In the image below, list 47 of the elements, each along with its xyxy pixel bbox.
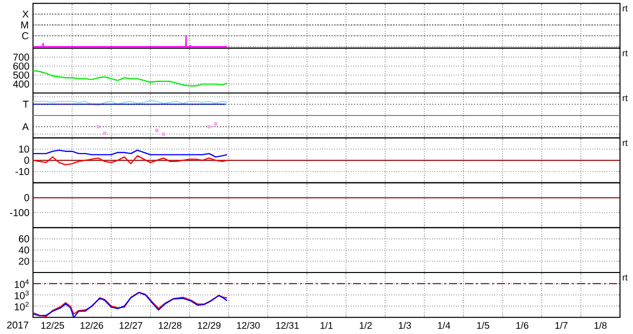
x-tick-label: 1/7 (555, 322, 568, 329)
text: rt (622, 95, 628, 101)
y-tick-label: 40 (18, 246, 30, 254)
text: rt (622, 140, 628, 146)
text: X (22, 10, 29, 18)
y-tick-label: 10$^{2}$ (14, 302, 29, 310)
text: C (22, 32, 28, 40)
x-axis-title: 2017 (7, 321, 28, 328)
x-tick-label: 12/28 (158, 322, 182, 329)
y-tick-label: 500 (13, 71, 30, 78)
point (214, 122, 218, 126)
y-tick-label: 10$^{3}$ (14, 290, 29, 300)
x-tick-label: 12/29 (198, 322, 220, 329)
x-tick-label: 12/26 (80, 322, 104, 329)
point (207, 124, 211, 128)
x-tick-label: 1/4 (438, 322, 450, 329)
point (103, 131, 106, 135)
text: rt (622, 274, 628, 280)
text: A (22, 123, 29, 130)
y-tick-label: -10 (16, 168, 30, 175)
y-tick-label: 60 (18, 235, 30, 242)
x-tick-label: 1/6 (516, 322, 528, 329)
x-tick-label: 1/8 (594, 322, 607, 329)
point (155, 128, 159, 132)
text: rt (622, 50, 628, 56)
x-tick-label: 12/30 (237, 322, 260, 329)
y-tick-label: 0 (24, 194, 30, 202)
text: rt (622, 5, 628, 12)
y-tick-label: 600 (13, 62, 30, 70)
x-tick-label: 12/31 (276, 322, 299, 329)
x-tick-label: 1/2 (360, 322, 372, 329)
x-tick-label: 1/5 (477, 322, 490, 329)
point (96, 124, 100, 128)
x-tick-label: 12/25 (41, 322, 64, 329)
y-tick-label: -100 (10, 208, 30, 216)
y-tick-label: 700 (13, 53, 30, 61)
point (162, 132, 166, 136)
x-tick-label: 1/1 (320, 322, 333, 329)
x-tick-label: 1/3 (398, 322, 411, 329)
y-tick-label: 400 (13, 80, 30, 88)
y-tick-label: 0 (24, 156, 30, 164)
x-tick-label: 12/27 (120, 322, 142, 329)
text: M (21, 21, 28, 28)
y-tick-label: 10 (19, 145, 30, 152)
text: T (22, 100, 29, 108)
y-tick-label: 20 (18, 258, 30, 265)
y-tick-label: 10$^{4}$ (14, 279, 29, 288)
